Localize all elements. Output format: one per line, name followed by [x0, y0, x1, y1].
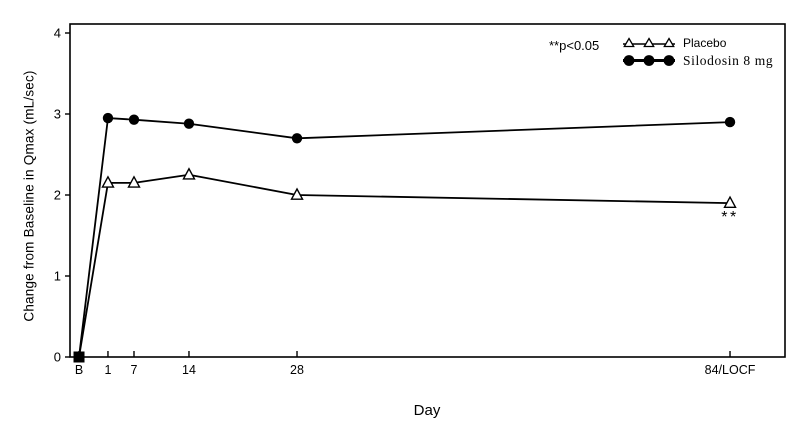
legend: **p<0.05 Placebo Silodosin 8 mg [549, 34, 789, 82]
x-tick-label: 7 [130, 363, 138, 377]
x-tick-label: B [74, 363, 84, 377]
y-tick-label: 3 [53, 106, 61, 122]
y-tick-label: 4 [53, 25, 61, 41]
significance-asterisks: ** [721, 209, 739, 227]
legend-label-silodosin: Silodosin 8 mg [683, 52, 774, 68]
legend-label-placebo: Placebo [683, 35, 727, 50]
y-axis-title: Change from Baseline in Qmax (mL/sec) [21, 70, 37, 322]
legend-item-silodosin: Silodosin 8 mg [620, 52, 773, 69]
data-point-triangle [101, 175, 115, 188]
baseline-square-marker [73, 351, 85, 363]
data-point-triangle [182, 167, 196, 180]
y-tick-label: 0 [53, 349, 61, 365]
data-point-triangle [723, 195, 737, 208]
p-value-note: **p<0.05 [549, 38, 600, 53]
data-point-circle [291, 133, 303, 144]
y-tick-label: 2 [53, 187, 61, 203]
series-line-placebo [78, 173, 731, 358]
placebo-triangle-marker-icon [623, 37, 675, 48]
silodosin-circle-marker-icon [623, 55, 675, 66]
plot-frame [69, 23, 786, 358]
x-tick-label: 14 [182, 363, 196, 377]
x-tick-label: 1 [104, 363, 112, 377]
data-point-circle [724, 116, 736, 128]
x-axis-title: Day [413, 402, 441, 419]
data-point-circle [128, 114, 140, 125]
x-tick-label: 84/LOCF [704, 363, 756, 377]
data-point-triangle [127, 175, 141, 188]
y-tick-label: 1 [53, 268, 61, 284]
data-point-triangle [290, 187, 304, 200]
data-point-circle [102, 112, 114, 124]
data-point-circle [183, 118, 195, 129]
x-tick-label: 28 [290, 363, 304, 377]
series-line-silodosin-8-mg [78, 117, 731, 358]
legend-item-placebo: Placebo [620, 34, 773, 51]
legend-entries: Placebo Silodosin 8 mg [620, 34, 773, 70]
